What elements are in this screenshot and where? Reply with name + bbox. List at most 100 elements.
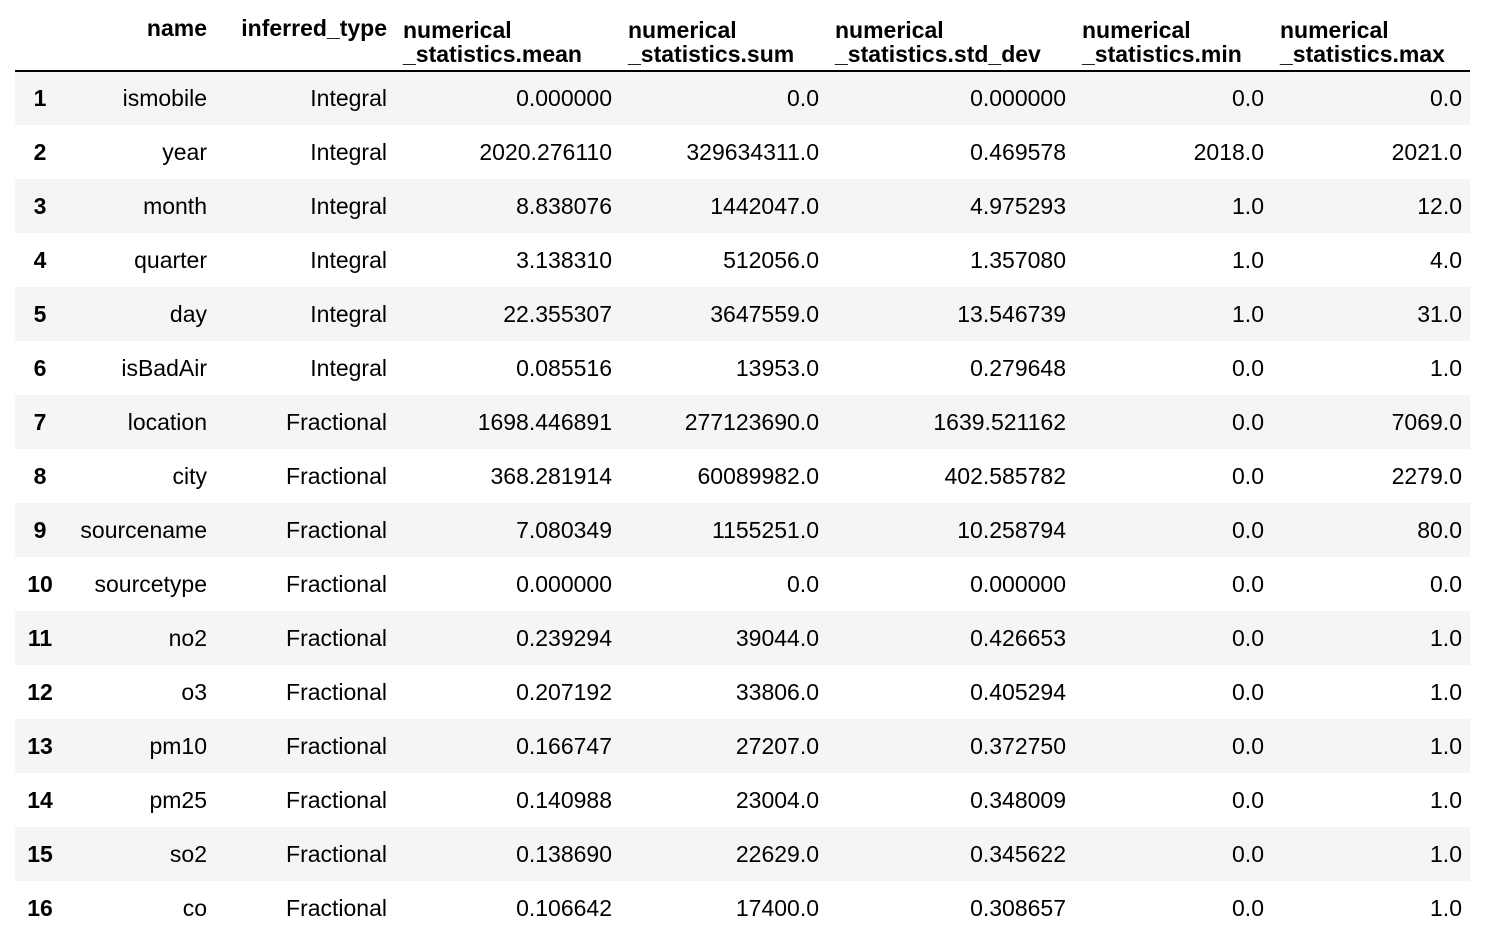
cell-name: pm25 [149, 786, 207, 813]
cell-name: sourcetype [94, 570, 207, 597]
cell-sum: 22629.0 [735, 840, 819, 867]
cell-mean: 22.355307 [503, 300, 612, 327]
table-row: 16 co Fractional 0.106642 17400.0 0.308657 0.0… [15, 881, 1470, 935]
cell-mean: 7.080349 [516, 516, 612, 543]
cell-inferred-type: Integral [310, 85, 387, 111]
cell-inferred-type: Fractional [286, 408, 387, 435]
cell-std-dev: 13.546739 [957, 300, 1066, 327]
cell-inferred-type: Fractional [286, 840, 387, 867]
cell-max: 12.0 [1417, 192, 1462, 219]
row-index: 9 [33, 516, 47, 543]
cell-min: 0.0 [1232, 732, 1264, 759]
cell-name: o3 [181, 678, 207, 705]
cell-sum: 13953.0 [735, 354, 819, 381]
cell-std-dev: 0.426653 [970, 624, 1066, 651]
cell-inferred-type: Integral [310, 246, 387, 273]
cell-name: quarter [134, 246, 207, 273]
table-row: 14 pm25 Fractional 0.140988 23004.0 0.348009 0… [15, 773, 1470, 827]
cell-sum: 39044.0 [735, 624, 819, 651]
header-std-dev-line1: numerical [835, 17, 944, 43]
table-row: 13 pm10 Fractional 0.166747 27207.0 0.372750 0… [15, 719, 1470, 773]
header-mean-line1: numerical [403, 17, 512, 43]
row-index: 16 [27, 894, 53, 921]
cell-mean: 0.239294 [516, 624, 612, 651]
cell-name: city [172, 462, 208, 489]
cell-sum: 1442047.0 [710, 192, 819, 219]
cell-name: co [182, 894, 207, 921]
table-row: 6 isBadAir Integral 0.085516 13953.0 0.279648… [15, 341, 1470, 395]
header-max-line2: _statistics.max [1280, 41, 1445, 67]
cell-mean: 0.106642 [516, 894, 612, 921]
cell-mean: 0.085516 [516, 354, 612, 381]
cell-name: location [127, 408, 207, 435]
row-index: 6 [33, 354, 47, 381]
cell-mean: 0.166747 [516, 732, 612, 759]
cell-mean: 2020.276110 [479, 138, 612, 165]
cell-std-dev: 0.308657 [970, 894, 1066, 921]
cell-std-dev: 0.000000 [970, 85, 1066, 111]
cell-mean: 0.000000 [516, 570, 612, 597]
cell-sum: 512056.0 [723, 246, 819, 273]
table-row: 9 sourcename Fractional 7.080349 1155251.0 10… [15, 503, 1470, 557]
table-row: 3 month Integral 8.838076 1442047.0 4.975293 1… [15, 179, 1470, 233]
table-row: 15 so2 Fractional 0.138690 22629.0 0.345622 0.… [15, 827, 1470, 881]
table-row: 7 location Fractional 1698.446891 277123690.… [15, 395, 1470, 449]
cell-inferred-type: Fractional [286, 624, 387, 651]
cell-std-dev: 0.348009 [970, 786, 1066, 813]
header-max-line1: numerical [1280, 17, 1389, 43]
cell-sum: 17400.0 [735, 894, 819, 921]
table-body: 1 ismobile Integral 0.000000 0.0 0.000000 0.0 0… [15, 71, 1470, 935]
cell-inferred-type: Fractional [286, 678, 387, 705]
table-row: 12 o3 Fractional 0.207192 33806.0 0.405294 0.0… [15, 665, 1470, 719]
header-std-dev-line2: _statistics.std_dev [835, 41, 1041, 67]
cell-std-dev: 10.258794 [957, 516, 1066, 543]
cell-inferred-type: Fractional [286, 570, 387, 597]
cell-min: 0.0 [1232, 408, 1264, 435]
cell-sum: 0.0 [787, 570, 819, 597]
cell-mean: 0.138690 [516, 840, 612, 867]
header-sum-line1: numerical [628, 17, 737, 43]
cell-name: sourcename [80, 516, 207, 543]
cell-std-dev: 0.279648 [970, 354, 1066, 381]
dataframe-output: name inferred_type numerical _statistics.… [15, 10, 1470, 935]
cell-name: isBadAir [121, 354, 207, 381]
cell-max: 4.0 [1430, 246, 1462, 273]
cell-inferred-type: Fractional [286, 732, 387, 759]
header-max: numerical _statistics.max [1272, 10, 1470, 72]
cell-name: day [169, 300, 207, 327]
cell-std-dev: 0.345622 [970, 840, 1066, 867]
header-name: name [65, 10, 215, 72]
cell-max: 1.0 [1430, 840, 1462, 867]
cell-max: 1.0 [1430, 732, 1462, 759]
cell-mean: 8.838076 [516, 192, 612, 219]
cell-min: 0.0 [1232, 840, 1264, 867]
cell-sum: 277123690.0 [684, 408, 819, 435]
cell-inferred-type: Integral [310, 138, 387, 165]
cell-min: 1.0 [1232, 192, 1264, 219]
row-index: 1 [33, 85, 47, 111]
cell-std-dev: 0.469578 [970, 138, 1066, 165]
cell-max: 80.0 [1417, 516, 1462, 543]
cell-sum: 329634311.0 [686, 138, 819, 165]
row-index: 12 [27, 678, 53, 705]
header-min-line2: _statistics.min [1082, 41, 1242, 67]
cell-sum: 60089982.0 [697, 462, 819, 489]
cell-max: 1.0 [1430, 678, 1462, 705]
cell-min: 0.0 [1232, 516, 1264, 543]
cell-sum: 3647559.0 [710, 300, 819, 327]
cell-name: no2 [168, 624, 207, 651]
row-index: 8 [33, 462, 47, 489]
cell-std-dev: 4.975293 [970, 192, 1066, 219]
table-row: 5 day Integral 22.355307 3647559.0 13.546739 1… [15, 287, 1470, 341]
cell-mean: 3.138310 [516, 246, 612, 273]
cell-inferred-type: Fractional [286, 516, 387, 543]
cell-mean: 1698.446891 [477, 408, 612, 435]
cell-std-dev: 1.357080 [970, 246, 1066, 273]
cell-std-dev: 1639.521162 [933, 408, 1066, 435]
header-inferred-type: inferred_type [215, 10, 395, 72]
cell-max: 1.0 [1430, 786, 1462, 813]
row-index: 13 [27, 732, 53, 759]
cell-inferred-type: Integral [310, 354, 387, 381]
table-row: 10 sourcetype Fractional 0.000000 0.0 0.00000… [15, 557, 1470, 611]
cell-max: 31.0 [1417, 300, 1462, 327]
